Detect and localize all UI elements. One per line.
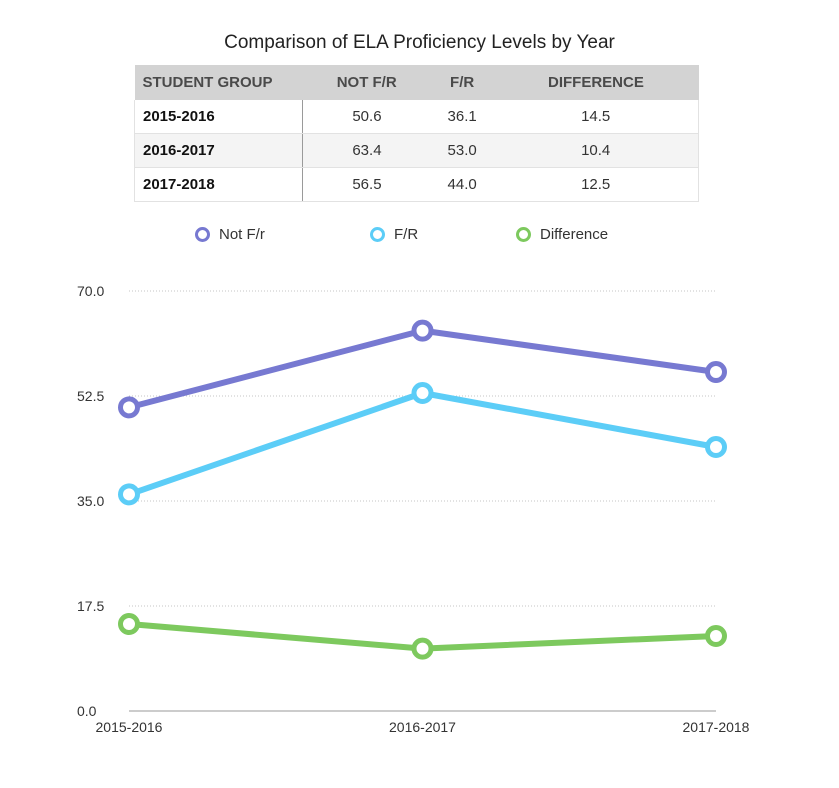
table-cell-group: 2016-2017	[134, 133, 303, 168]
table-cell-group: 2017-2018	[134, 167, 303, 202]
x-tick-label: 2016-2017	[389, 719, 456, 735]
table-cell-not-fr: 63.4	[302, 133, 431, 168]
table-row: 2015-2016 50.6 36.1 14.5	[134, 100, 699, 134]
legend-label: F/R	[394, 226, 419, 243]
table-row: 2016-2017 63.4 53.0 10.4	[134, 133, 699, 168]
chart-legend: Not F/r F/R Difference	[0, 226, 839, 248]
data-point	[705, 436, 727, 458]
data-point	[411, 319, 434, 342]
data-point	[118, 483, 140, 506]
y-tick-label: 35.0	[77, 493, 104, 509]
table-cell-difference: 12.5	[493, 167, 699, 202]
table-cell-group: 2015-2016	[134, 100, 303, 134]
table-cell-difference: 10.4	[493, 133, 699, 168]
legend-item-difference[interactable]: Difference	[516, 226, 608, 243]
data-point	[118, 613, 140, 635]
column-header-not-fr: NOT F/R	[302, 65, 431, 100]
y-tick-label: 17.5	[77, 598, 104, 614]
legend-marker-icon	[516, 227, 531, 242]
legend-marker-icon	[370, 227, 385, 242]
table-header-row: STUDENT GROUP NOT F/R F/R DIFFERENCE	[134, 65, 699, 100]
series-line-1	[126, 390, 719, 498]
y-tick-label: 52.5	[77, 388, 104, 404]
column-header-fr: F/R	[430, 65, 494, 100]
legend-item-not-fr[interactable]: Not F/r	[195, 226, 265, 243]
table-cell-fr: 53.0	[430, 133, 494, 168]
column-header-difference: DIFFERENCE	[493, 65, 699, 100]
data-point	[411, 382, 434, 404]
table-cell-not-fr: 56.5	[302, 167, 431, 202]
data-point	[705, 625, 727, 647]
x-tick-label: 2017-2018	[683, 719, 750, 735]
data-point	[705, 361, 727, 383]
y-tick-label: 70.0	[77, 283, 104, 299]
legend-item-fr[interactable]: F/R	[370, 226, 418, 243]
table-row: 2017-2018 56.5 44.0 12.5	[134, 167, 699, 202]
chart-title: Comparison of ELA Proficiency Levels by …	[224, 32, 615, 53]
summary-table: STUDENT GROUP NOT F/R F/R DIFFERENCE 201…	[134, 65, 699, 202]
table-cell-difference: 14.5	[493, 100, 699, 134]
table-cell-fr: 44.0	[430, 167, 494, 202]
legend-marker-icon	[195, 227, 210, 242]
legend-label: Difference	[540, 226, 609, 243]
column-header-student-group: STUDENT GROUP	[134, 65, 303, 100]
table-cell-not-fr: 50.6	[302, 100, 431, 134]
table-cell-fr: 36.1	[430, 100, 494, 134]
y-tick-label: 0.0	[77, 703, 97, 719]
data-point	[411, 637, 434, 660]
data-point	[118, 396, 140, 419]
x-tick-label: 2015-2016	[96, 719, 163, 735]
legend-label: Not F/r	[219, 226, 265, 243]
